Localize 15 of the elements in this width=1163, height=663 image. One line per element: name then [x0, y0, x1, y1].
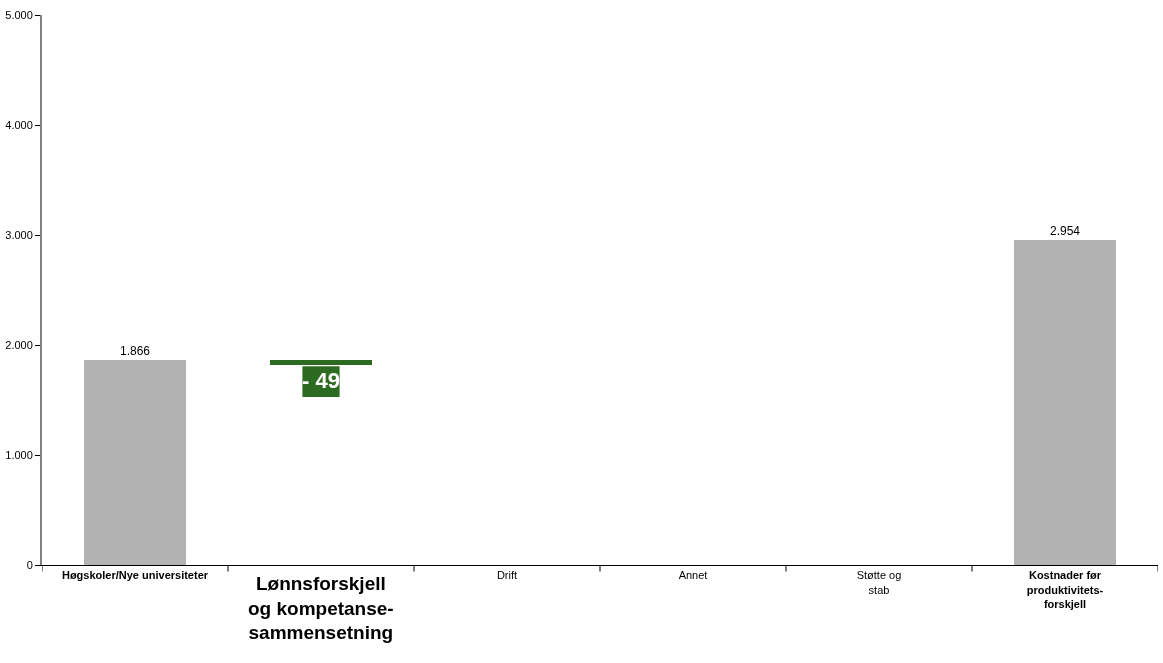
data-label: 2.954	[1050, 224, 1081, 238]
y-tick-label: 0	[26, 558, 33, 571]
x-tick-label: Støtte og stab	[856, 569, 902, 596]
data-label: 1.866	[120, 344, 151, 358]
y-tick-label: 5.000	[5, 8, 33, 21]
data-label: - 49	[302, 368, 340, 393]
y-tick-label: 4.000	[5, 118, 33, 131]
y-tick-label: 2.000	[5, 338, 33, 351]
x-tick-label: Høgskoler/Nye universiteter	[61, 569, 209, 582]
x-tick-label: Annet	[678, 569, 708, 582]
y-tick-label: 1.000	[5, 448, 33, 461]
y-tick-label: 3.000	[5, 228, 33, 241]
x-tick-label: Drift	[496, 569, 518, 582]
x-tick-label: Kostnader før produktivitets- forskjell	[1026, 569, 1104, 610]
x-tick-label: Lønnsforskjell og kompetanse- sammensetning	[248, 573, 394, 644]
